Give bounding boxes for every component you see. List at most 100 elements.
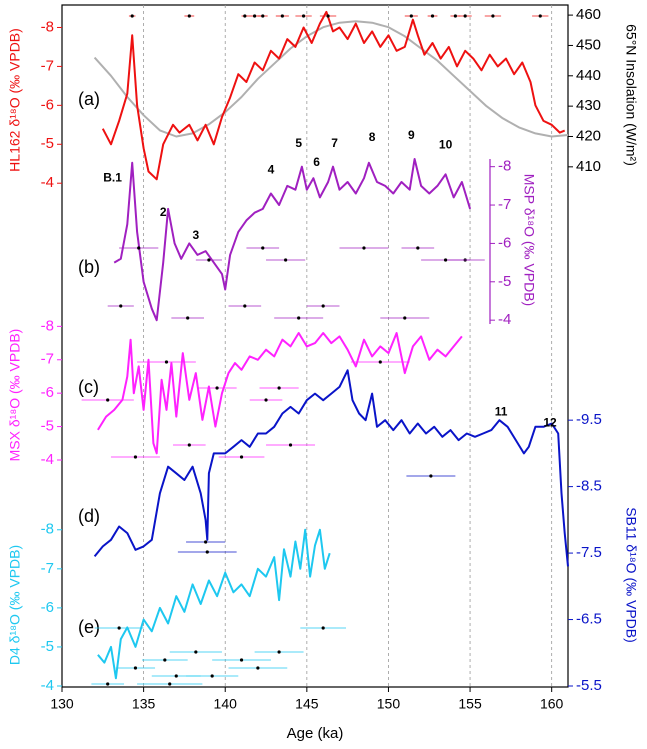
age-point <box>163 658 167 662</box>
age-point <box>119 304 123 308</box>
y-tick-label: -8 <box>41 521 54 538</box>
data-line <box>97 332 463 455</box>
panel-label: (c) <box>78 377 99 397</box>
y-tick-label: -6 <box>498 234 511 251</box>
age-point <box>280 14 284 18</box>
age-point <box>215 386 219 390</box>
x-tick-label: 140 <box>214 696 238 712</box>
x-tick-label: 150 <box>377 696 401 712</box>
age-point <box>538 14 542 18</box>
y-tick-label: 460 <box>576 6 601 23</box>
y-tick-label: -6 <box>41 599 54 616</box>
peak-label: 6 <box>313 155 320 169</box>
panel-label: (b) <box>78 257 100 277</box>
y-axis-label: HL162 δ¹⁸O (‰ VPDB) <box>7 28 23 172</box>
peak-label: 7 <box>331 136 338 150</box>
age-point <box>164 360 169 364</box>
age-point <box>362 246 366 250</box>
age-point <box>403 316 407 320</box>
peak-label: B.1 <box>103 170 122 184</box>
y-tick-label: 430 <box>576 97 601 114</box>
y-tick-label: -5.5 <box>576 677 602 694</box>
x-tick-label: 135 <box>132 696 156 712</box>
y-tick-label: -7 <box>41 560 54 577</box>
data-line <box>97 528 331 680</box>
age-point <box>277 650 281 654</box>
y-tick-label: -5 <box>498 273 511 290</box>
y-tick-label: -8 <box>41 18 54 35</box>
data-line <box>101 10 566 181</box>
y-tick-label: -7 <box>498 196 511 213</box>
y-tick-label: -5 <box>41 418 54 435</box>
y-tick-label: -9.5 <box>576 411 602 428</box>
age-point <box>284 258 288 262</box>
age-point <box>378 360 382 364</box>
y-tick-label: -6.5 <box>576 611 602 628</box>
x-tick-label: 145 <box>295 696 319 712</box>
age-point <box>463 14 467 18</box>
peak-label: 12 <box>543 416 557 430</box>
y-tick-label: -4 <box>498 311 511 328</box>
age-point <box>256 666 260 670</box>
age-point <box>168 682 172 686</box>
age-point <box>133 455 138 459</box>
age-point <box>416 246 420 250</box>
age-point <box>430 14 435 18</box>
peak-label: 2 <box>160 205 167 219</box>
age-point <box>261 14 265 18</box>
y-axis-label: SB11 δ¹⁸O (‰ VPDB) <box>623 507 639 643</box>
age-point <box>288 443 293 447</box>
plot-frame <box>61 4 569 688</box>
data-line <box>93 20 569 138</box>
panel-label: (a) <box>78 89 100 109</box>
panel-label: (e) <box>78 617 100 637</box>
age-point <box>187 14 191 18</box>
peak-label: 10 <box>439 138 453 152</box>
age-point <box>194 650 198 654</box>
data-line <box>93 369 569 567</box>
age-point <box>207 258 211 262</box>
y-tick-label: -4 <box>41 174 54 191</box>
y-tick-label: -8 <box>498 158 511 175</box>
age-point <box>277 386 281 390</box>
x-tick-label: 130 <box>50 696 74 712</box>
age-point <box>409 14 413 18</box>
age-point <box>106 398 110 402</box>
y-tick-label: -8.5 <box>576 478 602 495</box>
y-tick-label: -7 <box>41 57 54 74</box>
peak-label: 3 <box>193 228 200 242</box>
age-point <box>253 14 257 18</box>
y-axis-label: MSX δ¹⁸O (‰ VPDB) <box>7 329 23 462</box>
age-point <box>321 626 325 630</box>
age-point <box>106 682 110 686</box>
age-point <box>117 626 121 630</box>
age-point <box>137 246 141 250</box>
y-tick-label: 440 <box>576 67 601 84</box>
y-tick-label: 410 <box>576 158 601 175</box>
age-point <box>239 658 244 662</box>
y-tick-label: -5 <box>41 638 54 655</box>
y-tick-label: -4 <box>41 451 54 468</box>
age-point <box>321 304 325 308</box>
peak-label: 9 <box>408 128 415 142</box>
peak-label: 4 <box>268 163 275 177</box>
y-tick-label: -7.5 <box>576 544 602 561</box>
age-point <box>297 316 301 320</box>
age-point <box>133 666 138 670</box>
x-axis-label: Age (ka) <box>287 725 344 742</box>
age-point <box>243 304 247 308</box>
age-point <box>174 674 178 678</box>
age-point <box>261 246 265 250</box>
y-axis-label: MSP δ¹⁸O (‰ VPDB) <box>521 174 537 306</box>
x-tick-label: 160 <box>540 696 564 712</box>
age-point <box>204 540 208 544</box>
age-point <box>491 14 495 18</box>
y-tick-label: -6 <box>41 384 54 401</box>
x-tick-label: 155 <box>458 696 482 712</box>
age-point <box>205 550 209 554</box>
age-point <box>243 14 247 18</box>
age-point <box>210 674 214 678</box>
panel-label: (d) <box>78 506 100 526</box>
y-tick-label: -7 <box>41 351 54 368</box>
